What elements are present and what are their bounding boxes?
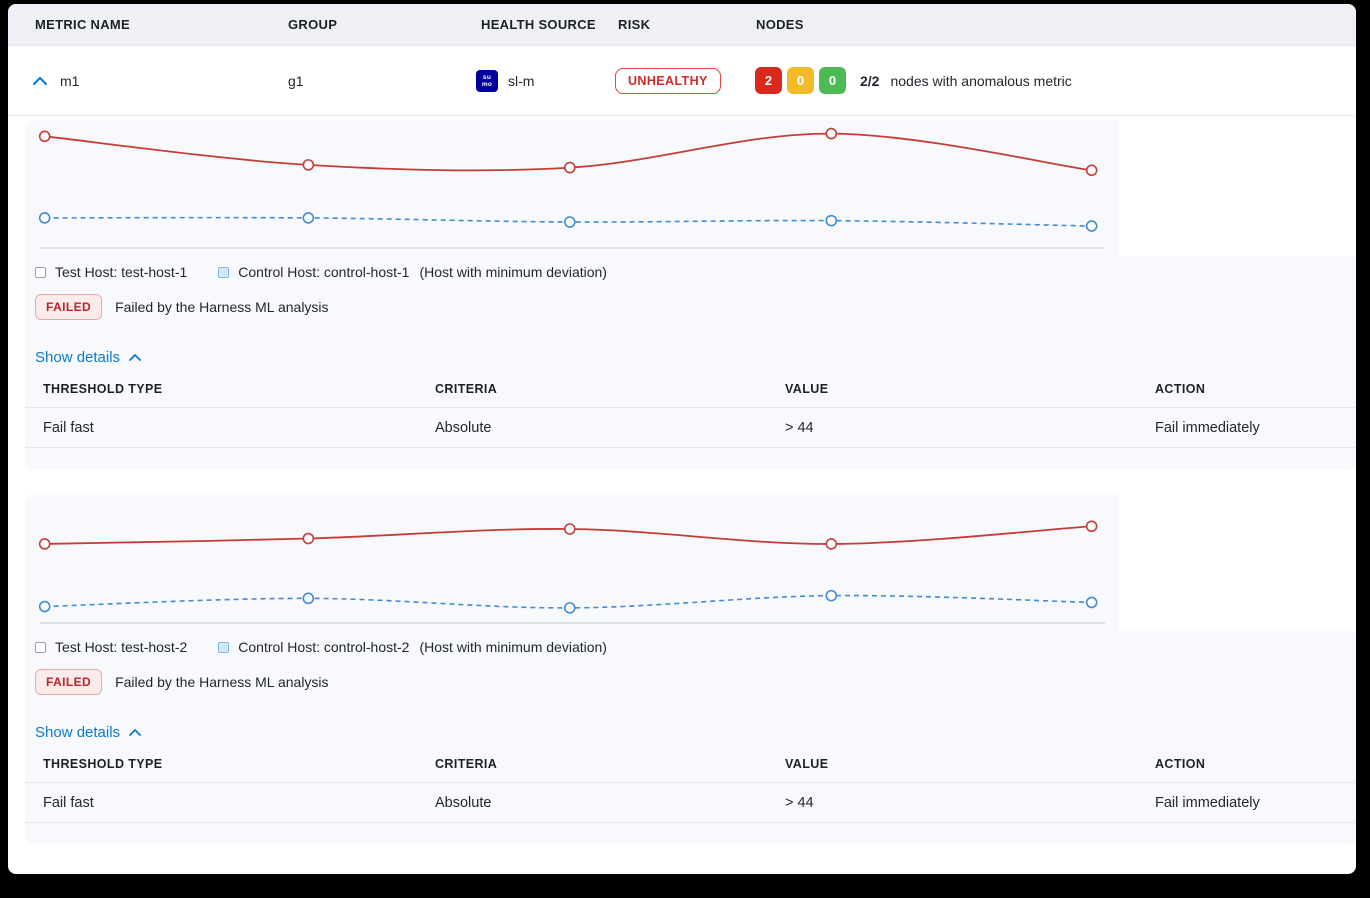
- chart-side-panel-1: [1119, 120, 1356, 256]
- comparison-chart-2[interactable]: [25, 495, 1119, 631]
- test-host-checkbox-icon[interactable]: [35, 266, 46, 278]
- control-host-checkbox-icon[interactable]: [218, 266, 230, 278]
- metric-name-value: m1: [60, 72, 80, 89]
- threshold-type-header: THRESHOLD TYPE: [43, 381, 163, 396]
- nodes-ratio: 2/2: [860, 72, 880, 89]
- chart-side-panel-2: [1119, 495, 1356, 631]
- failed-badge: FAILED: [35, 294, 103, 320]
- action-header: ACTION: [1155, 381, 1206, 396]
- analysis-status-row-2: FAILED Failed by the Harness ML analysis: [25, 657, 1356, 695]
- show-details-link-1[interactable]: Show details: [35, 349, 141, 366]
- collapse-chevron-up-icon[interactable]: [32, 73, 48, 89]
- host-analysis-section-2: Test Host: test-host-2 Control Host: con…: [25, 495, 1356, 845]
- column-header-metric-name: METRIC NAME: [35, 17, 131, 32]
- table-header-row: METRIC NAME GROUP HEALTH SOURCE RISK NOD…: [8, 4, 1356, 46]
- chevron-up-icon: [129, 353, 141, 361]
- control-host-checkbox-icon[interactable]: [218, 641, 230, 653]
- sumologic-icon: su mo: [476, 69, 498, 92]
- value-header: VALUE: [785, 756, 829, 771]
- metric-row[interactable]: m1 g1 su mo sl-m UNHEALTHY 2 0 0 2/2 nod…: [8, 46, 1356, 116]
- failed-badge: FAILED: [35, 669, 103, 695]
- threshold-row: Fail fast Absolute > 44 Fail immediately: [25, 783, 1356, 823]
- verification-metrics-panel: METRIC NAME GROUP HEALTH SOURCE RISK NOD…: [8, 4, 1356, 874]
- column-header-risk: RISK: [618, 17, 651, 32]
- health-source-value: sl-m: [508, 72, 535, 89]
- test-host-checkbox-icon[interactable]: [35, 641, 46, 653]
- chevron-up-icon: [129, 728, 141, 736]
- minimum-deviation-note: (Host with minimum deviation): [419, 264, 607, 280]
- group-value: g1: [288, 72, 304, 89]
- threshold-table-1: THRESHOLD TYPE CRITERIA VALUE ACTION Fai…: [25, 370, 1356, 470]
- comparison-chart-1[interactable]: [25, 120, 1119, 256]
- legend-control-host-1[interactable]: Control Host: control-host-1: [218, 264, 409, 280]
- show-details-link-2[interactable]: Show details: [35, 724, 141, 741]
- legend-test-host-2[interactable]: Test Host: test-host-2: [35, 639, 187, 655]
- value-header: VALUE: [785, 381, 829, 396]
- criteria-header: CRITERIA: [435, 381, 498, 396]
- action-header: ACTION: [1155, 756, 1206, 771]
- nodes-caption: nodes with anomalous metric: [890, 72, 1072, 89]
- column-header-nodes: NODES: [756, 17, 804, 32]
- column-header-health-source: HEALTH SOURCE: [481, 17, 596, 32]
- analysis-status-row-1: FAILED Failed by the Harness ML analysis: [25, 282, 1356, 320]
- failed-message: Failed by the Harness ML analysis: [115, 674, 329, 690]
- column-header-group: GROUP: [288, 17, 338, 32]
- threshold-type-header: THRESHOLD TYPE: [43, 756, 163, 771]
- minimum-deviation-note: (Host with minimum deviation): [419, 639, 607, 655]
- risk-badge-unhealthy: UNHEALTHY: [615, 67, 721, 94]
- host-analysis-section-1: Test Host: test-host-1 Control Host: con…: [25, 120, 1356, 470]
- chart-legend-2: Test Host: test-host-2 Control Host: con…: [25, 631, 1356, 657]
- criteria-header: CRITERIA: [435, 756, 498, 771]
- node-count-observe-badge: 0: [787, 67, 814, 94]
- legend-control-host-2[interactable]: Control Host: control-host-2: [218, 639, 409, 655]
- node-count-unhealthy-badge: 2: [755, 67, 782, 94]
- threshold-row: Fail fast Absolute > 44 Fail immediately: [25, 408, 1356, 448]
- chart-legend-1: Test Host: test-host-1 Control Host: con…: [25, 256, 1356, 282]
- legend-test-host-1[interactable]: Test Host: test-host-1: [35, 264, 187, 280]
- failed-message: Failed by the Harness ML analysis: [115, 299, 329, 315]
- node-count-healthy-badge: 0: [819, 67, 846, 94]
- threshold-table-2: THRESHOLD TYPE CRITERIA VALUE ACTION Fai…: [25, 745, 1356, 845]
